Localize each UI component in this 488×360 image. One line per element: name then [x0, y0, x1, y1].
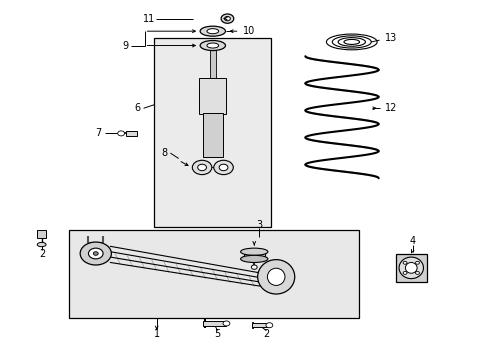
Text: 2: 2	[263, 329, 269, 339]
Bar	[154, 39, 271, 226]
Circle shape	[192, 160, 211, 175]
Circle shape	[80, 242, 111, 265]
Text: 3: 3	[256, 220, 262, 230]
Circle shape	[219, 164, 227, 171]
Circle shape	[93, 252, 98, 255]
Text: 8: 8	[161, 148, 167, 158]
Circle shape	[88, 248, 103, 259]
Text: 5: 5	[214, 329, 221, 339]
Circle shape	[415, 271, 419, 274]
Bar	[203, 321, 226, 325]
Ellipse shape	[206, 43, 218, 48]
Ellipse shape	[398, 257, 423, 279]
Circle shape	[221, 14, 233, 23]
Circle shape	[402, 261, 406, 264]
Circle shape	[224, 17, 230, 21]
Bar	[203, 113, 222, 157]
Circle shape	[213, 160, 233, 175]
Circle shape	[402, 271, 406, 274]
Text: 13: 13	[384, 33, 396, 43]
Ellipse shape	[240, 248, 267, 255]
Bar	[199, 78, 226, 114]
Circle shape	[223, 321, 229, 326]
Ellipse shape	[37, 242, 46, 247]
Bar	[37, 230, 46, 238]
Ellipse shape	[200, 41, 225, 50]
Circle shape	[251, 265, 257, 269]
Text: 10: 10	[243, 26, 255, 36]
Bar	[395, 253, 427, 282]
Ellipse shape	[206, 29, 218, 34]
Text: 6: 6	[134, 103, 140, 113]
Bar	[243, 252, 264, 259]
Circle shape	[197, 164, 206, 171]
Ellipse shape	[200, 26, 225, 36]
Bar	[209, 47, 215, 78]
Text: 2: 2	[39, 248, 45, 258]
Ellipse shape	[267, 268, 285, 285]
Text: 4: 4	[409, 236, 415, 246]
Ellipse shape	[405, 262, 416, 273]
Text: 12: 12	[384, 103, 396, 113]
Text: 11: 11	[143, 14, 155, 24]
Circle shape	[415, 261, 419, 264]
Circle shape	[118, 131, 124, 136]
Bar	[69, 230, 358, 318]
Bar	[251, 323, 269, 327]
Text: 1: 1	[153, 329, 160, 339]
Text: 9: 9	[122, 41, 128, 50]
Circle shape	[265, 323, 272, 328]
Text: 7: 7	[95, 129, 101, 138]
Ellipse shape	[257, 260, 294, 294]
Bar	[126, 131, 137, 136]
Ellipse shape	[240, 255, 267, 262]
